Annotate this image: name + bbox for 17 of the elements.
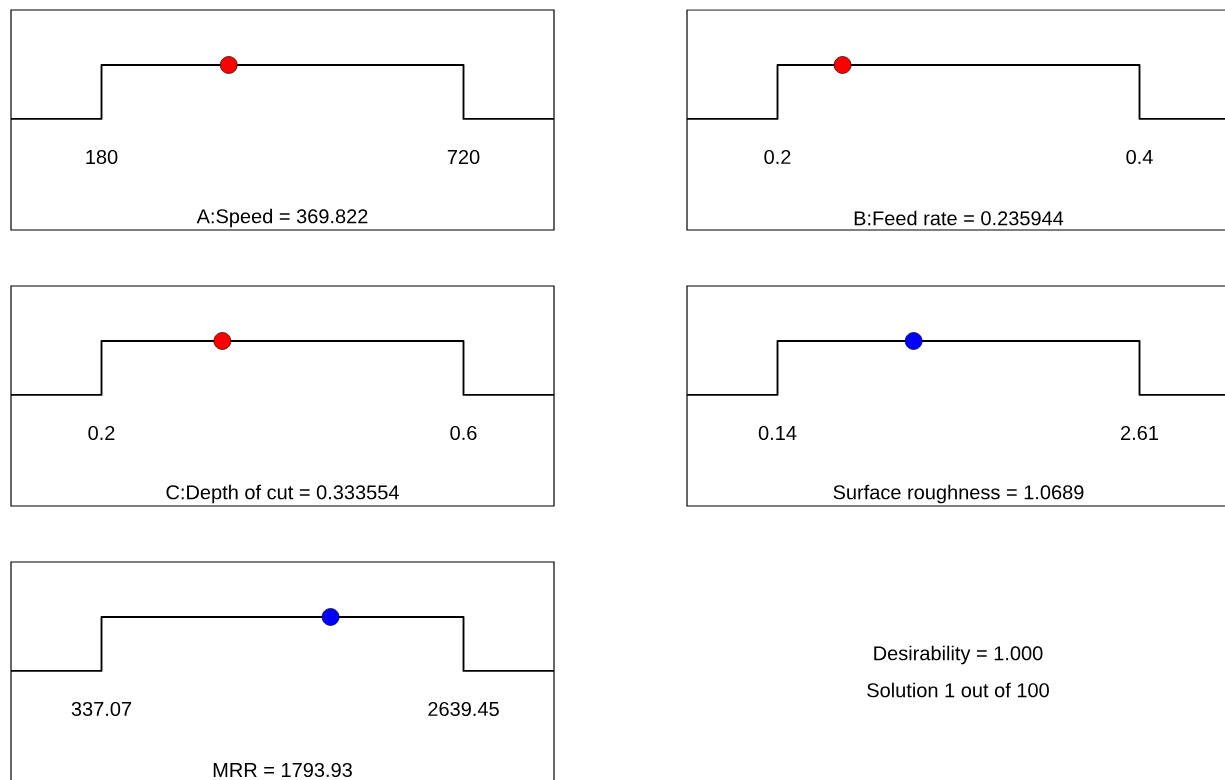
- text: Solution 1 out of 100: [867, 682, 1049, 698]
- x-tick-label: 0.2: [88, 425, 115, 441]
- x-tick-label: 0.2: [764, 149, 791, 165]
- x-axis-title: MRR = 1793.93: [213, 762, 352, 778]
- x-tick-label: 337.07: [71, 701, 132, 717]
- x-tick-label: 2639.45: [428, 701, 499, 717]
- text: Desirability = 1.000: [874, 645, 1043, 665]
- x-tick-label: 0.14: [758, 425, 797, 441]
- x-tick-label: 720: [447, 149, 480, 165]
- x-tick-label: 0.4: [1126, 149, 1153, 165]
- x-axis-title: C:Depth of cut = 0.333554: [166, 484, 399, 504]
- x-axis-title: B:Feed rate = 0.235944: [854, 210, 1064, 226]
- x-axis-title: Surface roughness = 1.0689: [833, 484, 1084, 504]
- x-tick-label: 0.6: [450, 425, 477, 441]
- x-tick-label: 2.61: [1121, 425, 1158, 441]
- x-tick-label: 180: [86, 149, 118, 165]
- x-axis-title: A:Speed = 369.822: [196, 208, 368, 228]
